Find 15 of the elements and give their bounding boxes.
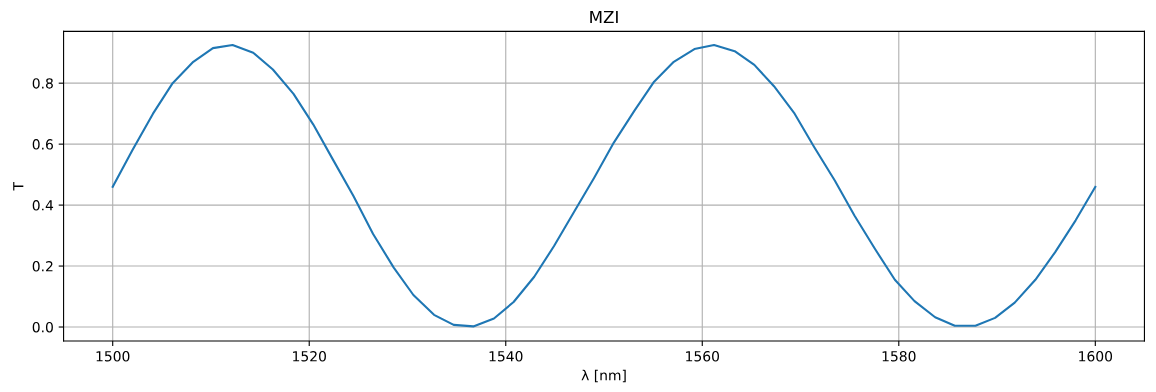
y-tick-label: 0.0 xyxy=(32,321,53,333)
y-axis-title: T xyxy=(13,181,24,191)
x-tick-label: 1560 xyxy=(686,351,720,362)
chart-title: MZI xyxy=(590,10,618,24)
y-tick-label: 0.4 xyxy=(32,200,54,211)
x-tick-label: 1500 xyxy=(96,351,130,362)
x-axis-title: λ [nm] xyxy=(581,369,626,383)
x-tick-label: 1580 xyxy=(882,351,916,362)
x-tick-label: 1520 xyxy=(293,351,326,362)
y-tick-label: 0.6 xyxy=(32,139,53,150)
y-tick-label: 0.2 xyxy=(32,261,53,272)
y-tick-label: 0.8 xyxy=(32,78,53,89)
x-tick-label: 1540 xyxy=(489,351,523,362)
line-series xyxy=(111,44,1097,328)
x-tick-label: 1600 xyxy=(1079,351,1113,362)
